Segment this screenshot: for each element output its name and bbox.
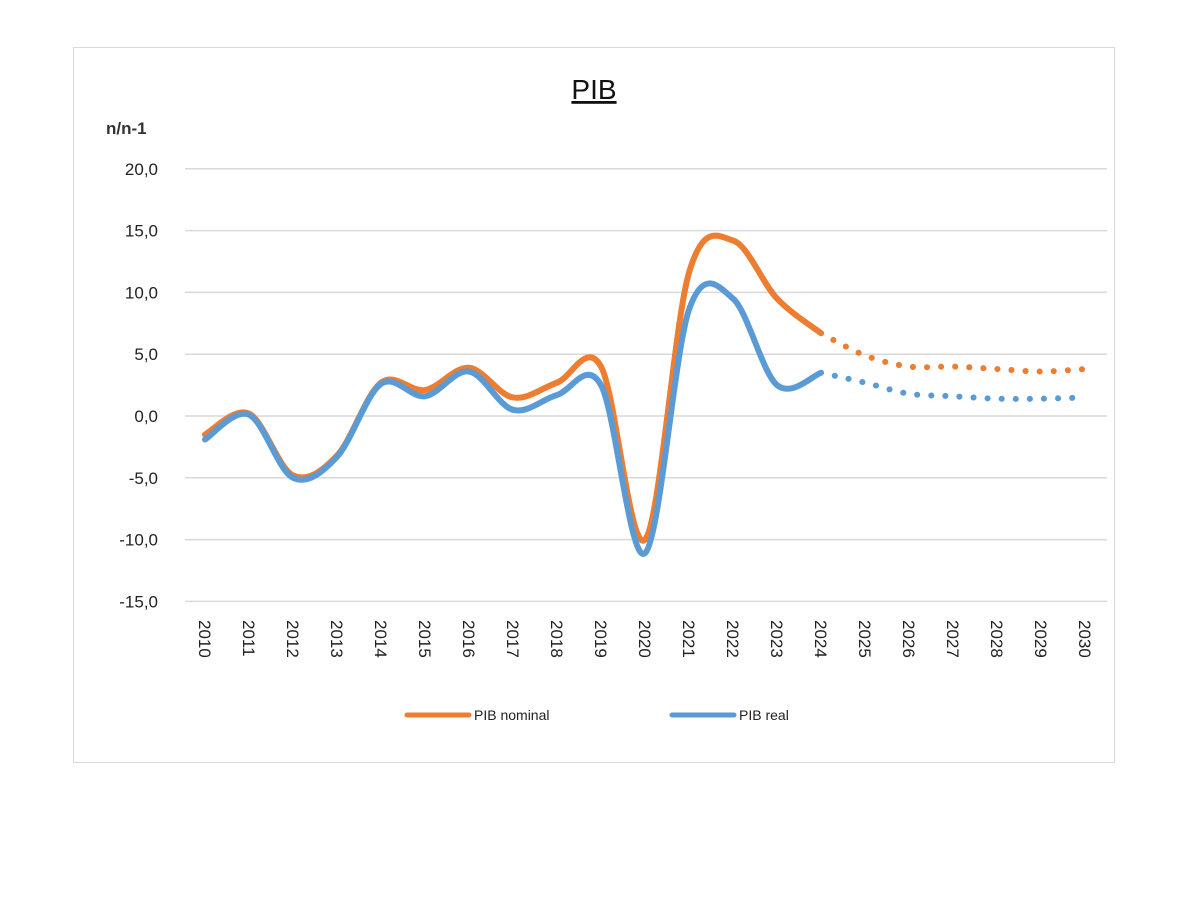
x-tick-label: 2030 xyxy=(1075,620,1094,658)
series-forecast-line-0 xyxy=(818,330,1088,375)
x-tick-label: 2017 xyxy=(503,620,522,658)
x-tick-label: 2023 xyxy=(767,620,786,658)
x-tick-label: 2022 xyxy=(723,620,742,658)
x-tick-label: 2013 xyxy=(327,620,346,658)
series-line-1 xyxy=(202,280,824,557)
y-tick-label: -10,0 xyxy=(119,531,158,550)
x-tick-label: 2024 xyxy=(811,620,830,658)
series-forecast-line-1 xyxy=(818,369,1088,402)
x-tick-label: 2021 xyxy=(679,620,698,658)
x-tick-label: 2020 xyxy=(635,620,654,658)
y-tick-label: 5,0 xyxy=(134,345,158,364)
x-tick-label: 2012 xyxy=(283,620,302,658)
x-tick-label: 2019 xyxy=(591,620,610,658)
y-tick-label: 0,0 xyxy=(134,407,158,426)
legend-label: PIB nominal xyxy=(474,707,549,723)
x-tick-label: 2016 xyxy=(459,620,478,658)
y-tick-label: -15,0 xyxy=(119,592,158,611)
x-tick-label: 2026 xyxy=(899,620,918,658)
x-tick-label: 2015 xyxy=(415,620,434,658)
y-tick-label: 10,0 xyxy=(125,283,158,302)
legend-label: PIB real xyxy=(739,707,789,723)
x-tick-label: 2014 xyxy=(371,620,390,658)
x-tick-label: 2027 xyxy=(943,620,962,658)
series-line-0 xyxy=(202,232,824,544)
chart-title: PIB xyxy=(571,74,616,105)
x-tick-label: 2029 xyxy=(1031,620,1050,658)
chart-frame xyxy=(73,47,1115,763)
x-tick-label: 2025 xyxy=(855,620,874,658)
x-tick-label: 2028 xyxy=(987,620,1006,658)
y-tick-label: 15,0 xyxy=(125,222,158,241)
y-tick-label: 20,0 xyxy=(125,160,158,179)
y-axis-label: n/n-1 xyxy=(106,119,147,138)
y-tick-label: -5,0 xyxy=(129,469,158,488)
x-tick-label: 2011 xyxy=(239,620,258,657)
x-tick-label: 2010 xyxy=(195,620,214,658)
x-tick-label: 2018 xyxy=(547,620,566,658)
